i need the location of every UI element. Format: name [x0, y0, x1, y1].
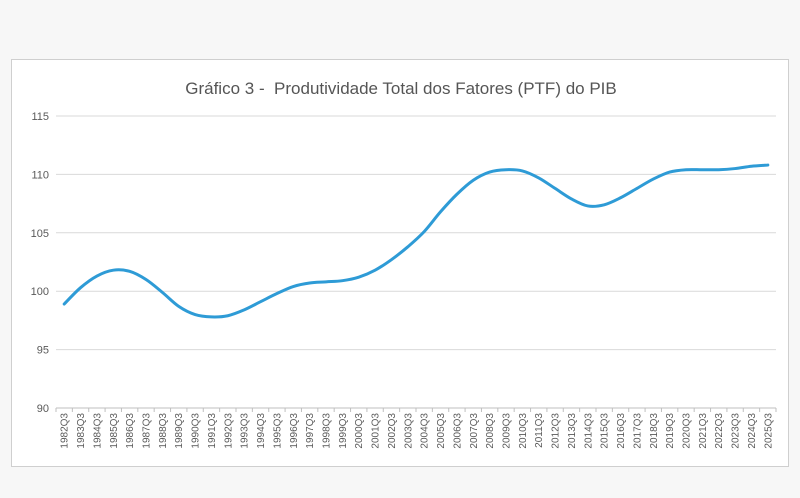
series-line-ptf — [62, 163, 770, 319]
x-tick-label-1985Q3: 1985Q3 — [109, 413, 120, 449]
y-tick-label-110: 110 — [31, 169, 49, 181]
top-band — [0, 0, 800, 27]
x-tick-label-2023Q3: 2023Q3 — [731, 413, 742, 449]
x-tick-label-2015Q3: 2015Q3 — [600, 413, 611, 449]
x-tick-label-1988Q3: 1988Q3 — [158, 413, 169, 449]
x-tick-label-2022Q3: 2022Q3 — [714, 413, 725, 449]
x-tick-label-2003Q3: 2003Q3 — [403, 413, 414, 449]
x-tick-label-1982Q3: 1982Q3 — [60, 413, 71, 449]
x-tick-label-1990Q3: 1990Q3 — [191, 413, 202, 449]
x-tick-label-1999Q3: 1999Q3 — [338, 413, 349, 449]
y-tick-label-95: 95 — [37, 345, 49, 357]
x-tick-label-2018Q3: 2018Q3 — [649, 413, 660, 449]
x-tick-label-1986Q3: 1986Q3 — [125, 413, 136, 449]
x-tick-label-2025Q3: 2025Q3 — [763, 413, 774, 449]
x-tick-label-2010Q3: 2010Q3 — [518, 413, 529, 449]
x-tick-label-2012Q3: 2012Q3 — [551, 413, 562, 449]
x-tick-label-1984Q3: 1984Q3 — [92, 413, 103, 449]
x-tick-label-1996Q3: 1996Q3 — [289, 413, 300, 449]
x-tick-label-2006Q3: 2006Q3 — [452, 413, 463, 449]
x-tick-label-2000Q3: 2000Q3 — [354, 413, 365, 449]
y-tick-label-115: 115 — [31, 111, 49, 123]
x-tick-label-1993Q3: 1993Q3 — [240, 413, 251, 449]
x-tick-label-2009Q3: 2009Q3 — [502, 413, 513, 449]
x-tick-label-1987Q3: 1987Q3 — [142, 413, 153, 449]
x-tick-label-2005Q3: 2005Q3 — [436, 413, 447, 449]
x-tick-label-2013Q3: 2013Q3 — [567, 413, 578, 449]
x-tick-label-2001Q3: 2001Q3 — [371, 413, 382, 449]
x-tick-label-2021Q3: 2021Q3 — [698, 413, 709, 449]
x-tick-label-1998Q3: 1998Q3 — [322, 413, 333, 449]
x-tick-label-2008Q3: 2008Q3 — [485, 413, 496, 449]
x-tick-label-2002Q3: 2002Q3 — [387, 413, 398, 449]
x-tick-label-2016Q3: 2016Q3 — [616, 413, 627, 449]
x-tick-label-1997Q3: 1997Q3 — [305, 413, 316, 449]
chart-plot: 90 95 100 105 110 115 1982Q3 1983Q3 1984Q3 1985Q3… — [31, 111, 777, 449]
x-tick-label-1989Q3: 1989Q3 — [174, 413, 185, 449]
x-tick-label-1995Q3: 1995Q3 — [272, 413, 283, 449]
x-tick-label-2014Q3: 2014Q3 — [583, 413, 594, 449]
y-tick-label-100: 100 — [31, 286, 49, 298]
x-tick-label-2004Q3: 2004Q3 — [420, 413, 431, 449]
x-tick-label-1994Q3: 1994Q3 — [256, 413, 267, 449]
x-tick-label-1992Q3: 1992Q3 — [223, 413, 234, 449]
x-tick-label-2011Q3: 2011Q3 — [534, 413, 545, 448]
x-tick-label-2007Q3: 2007Q3 — [469, 413, 480, 449]
x-tick-label-1983Q3: 1983Q3 — [76, 413, 87, 449]
x-tick-label-2024Q3: 2024Q3 — [747, 413, 758, 449]
chart-area: Gráfico 3 - Produtividade Total dos Fato… — [11, 59, 789, 467]
chart-title: Gráfico 3 - Produtividade Total dos Fato… — [185, 79, 617, 98]
x-tick-label-2020Q3: 2020Q3 — [682, 413, 693, 449]
y-tick-label-90: 90 — [37, 403, 49, 415]
x-tick-label-1991Q3: 1991Q3 — [207, 413, 218, 449]
x-tick-label-2017Q3: 2017Q3 — [632, 413, 643, 449]
x-tick-label-2019Q3: 2019Q3 — [665, 413, 676, 449]
y-tick-label-105: 105 — [31, 228, 49, 240]
